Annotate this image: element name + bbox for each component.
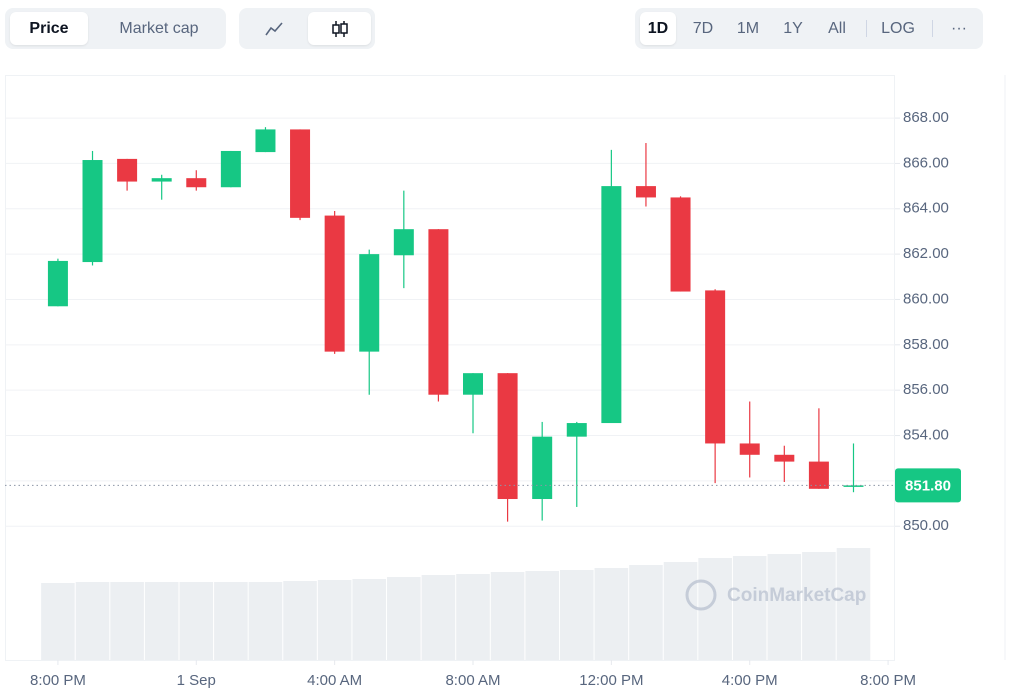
y-tick-label: 856.00 (903, 381, 949, 398)
tab-button[interactable]: Price (10, 12, 88, 45)
candle-body (393, 229, 414, 256)
line-icon (265, 22, 283, 36)
current-price-box (895, 468, 961, 503)
x-tick-label: 4:00 PM (722, 672, 778, 689)
candle-body (220, 150, 241, 188)
watermark-logo (685, 579, 717, 611)
candle-body (463, 373, 484, 395)
candle-body (601, 186, 622, 424)
x-tick-label: 8:00 PM (30, 672, 86, 689)
tab-group: Price Market cap (5, 8, 226, 49)
chart-type-group (239, 8, 375, 49)
volume-bar (110, 582, 144, 660)
candle-body (117, 158, 138, 182)
candle-body (47, 260, 68, 307)
watermark: CoinMarketCap (685, 579, 866, 611)
candle-body (186, 178, 207, 188)
range-button[interactable]: 1M (736, 20, 760, 37)
volume-bar (144, 582, 179, 660)
candle-layer (5, 127, 895, 522)
y-tick-label: 868.00 (903, 109, 949, 126)
x-tick-label: 8:00 AM (445, 672, 500, 689)
candle-body (532, 436, 553, 500)
volume-bar (663, 562, 698, 660)
range-button[interactable]: 1Y (783, 20, 803, 37)
candle-body (290, 129, 311, 218)
volume-bar (456, 574, 490, 660)
candle-body (670, 197, 691, 292)
separator (866, 20, 867, 37)
volume-bar (525, 571, 559, 660)
candle-icon (331, 21, 348, 37)
volume-bar (732, 556, 767, 660)
range-button[interactable]: 7D (692, 20, 714, 37)
volume-bar (698, 558, 732, 660)
range-button[interactable]: LOG (881, 20, 915, 37)
candle-body (566, 423, 587, 437)
grid-layer (5, 117, 895, 527)
volume-layer (41, 548, 871, 660)
line-chart-button[interactable] (243, 12, 305, 45)
separator (932, 20, 933, 37)
volume-bar (283, 581, 317, 660)
volume-bar (767, 554, 802, 660)
volume-bar (75, 582, 110, 660)
candle-body (774, 454, 795, 462)
range-button[interactable]: 1D (640, 12, 676, 45)
range-button[interactable]: All (828, 20, 846, 37)
axis-layer: 850.00 852.00 854.00 856.00 858.00 860.00 862.… (30, 109, 961, 689)
volume-bar (421, 575, 456, 660)
candle-body (843, 485, 864, 487)
volume-bar (802, 552, 836, 660)
volume-bar (214, 582, 248, 660)
range-group: 1D 7D 1M 1Y All LOG ··· (635, 8, 983, 49)
volume-bar (352, 579, 387, 660)
x-tick-label: 4:00 AM (307, 672, 362, 689)
volume-bar (387, 577, 421, 660)
volume-bar (248, 582, 283, 660)
tab-button[interactable]: Market cap (119, 20, 199, 37)
current-price-label: 851.80 (905, 477, 951, 494)
plot-border (5, 75, 895, 661)
volume-bar (317, 580, 352, 660)
candle-body (151, 178, 172, 182)
candle-body (428, 229, 449, 395)
y-tick-label: 864.00 (903, 200, 949, 217)
volume-bar (490, 572, 525, 660)
y-tick-label: 860.00 (903, 290, 949, 307)
x-tick-label: 1 Sep (177, 672, 216, 689)
x-tick-label: 12:00 PM (579, 672, 643, 689)
volume-bar (41, 583, 75, 660)
volume-bar (179, 582, 214, 660)
y-tick-label: 850.00 (903, 517, 949, 534)
candle-body (497, 373, 518, 500)
candle-body (808, 461, 829, 489)
candle-chart-button[interactable] (308, 12, 371, 45)
candle-body (324, 215, 345, 352)
x-tick-label: 8:00 PM (860, 672, 916, 689)
candle-body (255, 129, 276, 153)
y-tick-label: 862.00 (903, 245, 949, 262)
volume-bar (594, 568, 629, 660)
y-tick-label: 866.00 (903, 154, 949, 171)
volume-bar (559, 570, 594, 660)
volume-bar (836, 548, 871, 660)
watermark-text: CoinMarketCap (727, 585, 866, 606)
volume-bar (629, 565, 663, 660)
candle-body (705, 290, 726, 444)
more-button[interactable]: ··· (951, 20, 967, 37)
y-tick-label: 852.00 (903, 472, 949, 489)
candle-body (82, 160, 103, 263)
y-tick-label: 858.00 (903, 336, 949, 353)
candle-body (359, 254, 380, 352)
candle-body (739, 443, 760, 455)
candle-body (635, 186, 656, 198)
y-tick-label: 854.00 (903, 426, 949, 443)
